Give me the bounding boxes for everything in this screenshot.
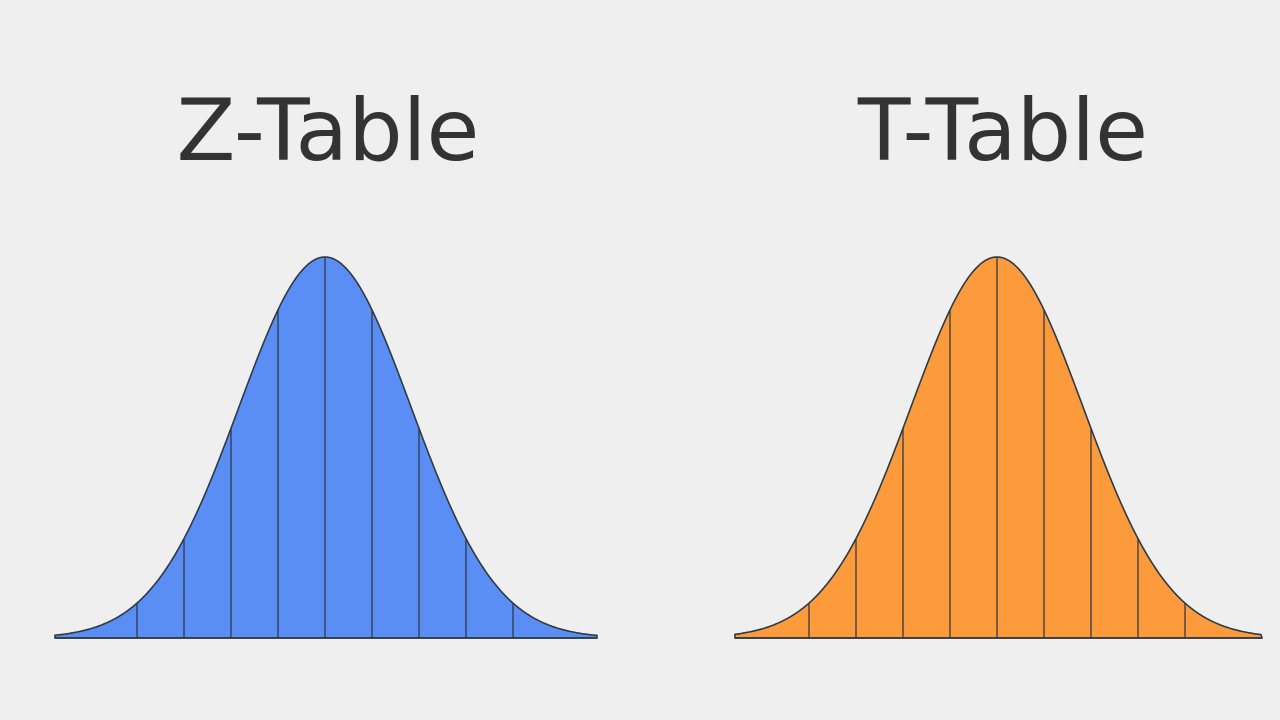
bell-curve (734, 256, 1264, 639)
bell-curve (54, 256, 598, 639)
curves (54, 256, 1264, 639)
panel-title: T-Table (857, 81, 1148, 181)
panel-title: Z-Table (177, 81, 480, 181)
